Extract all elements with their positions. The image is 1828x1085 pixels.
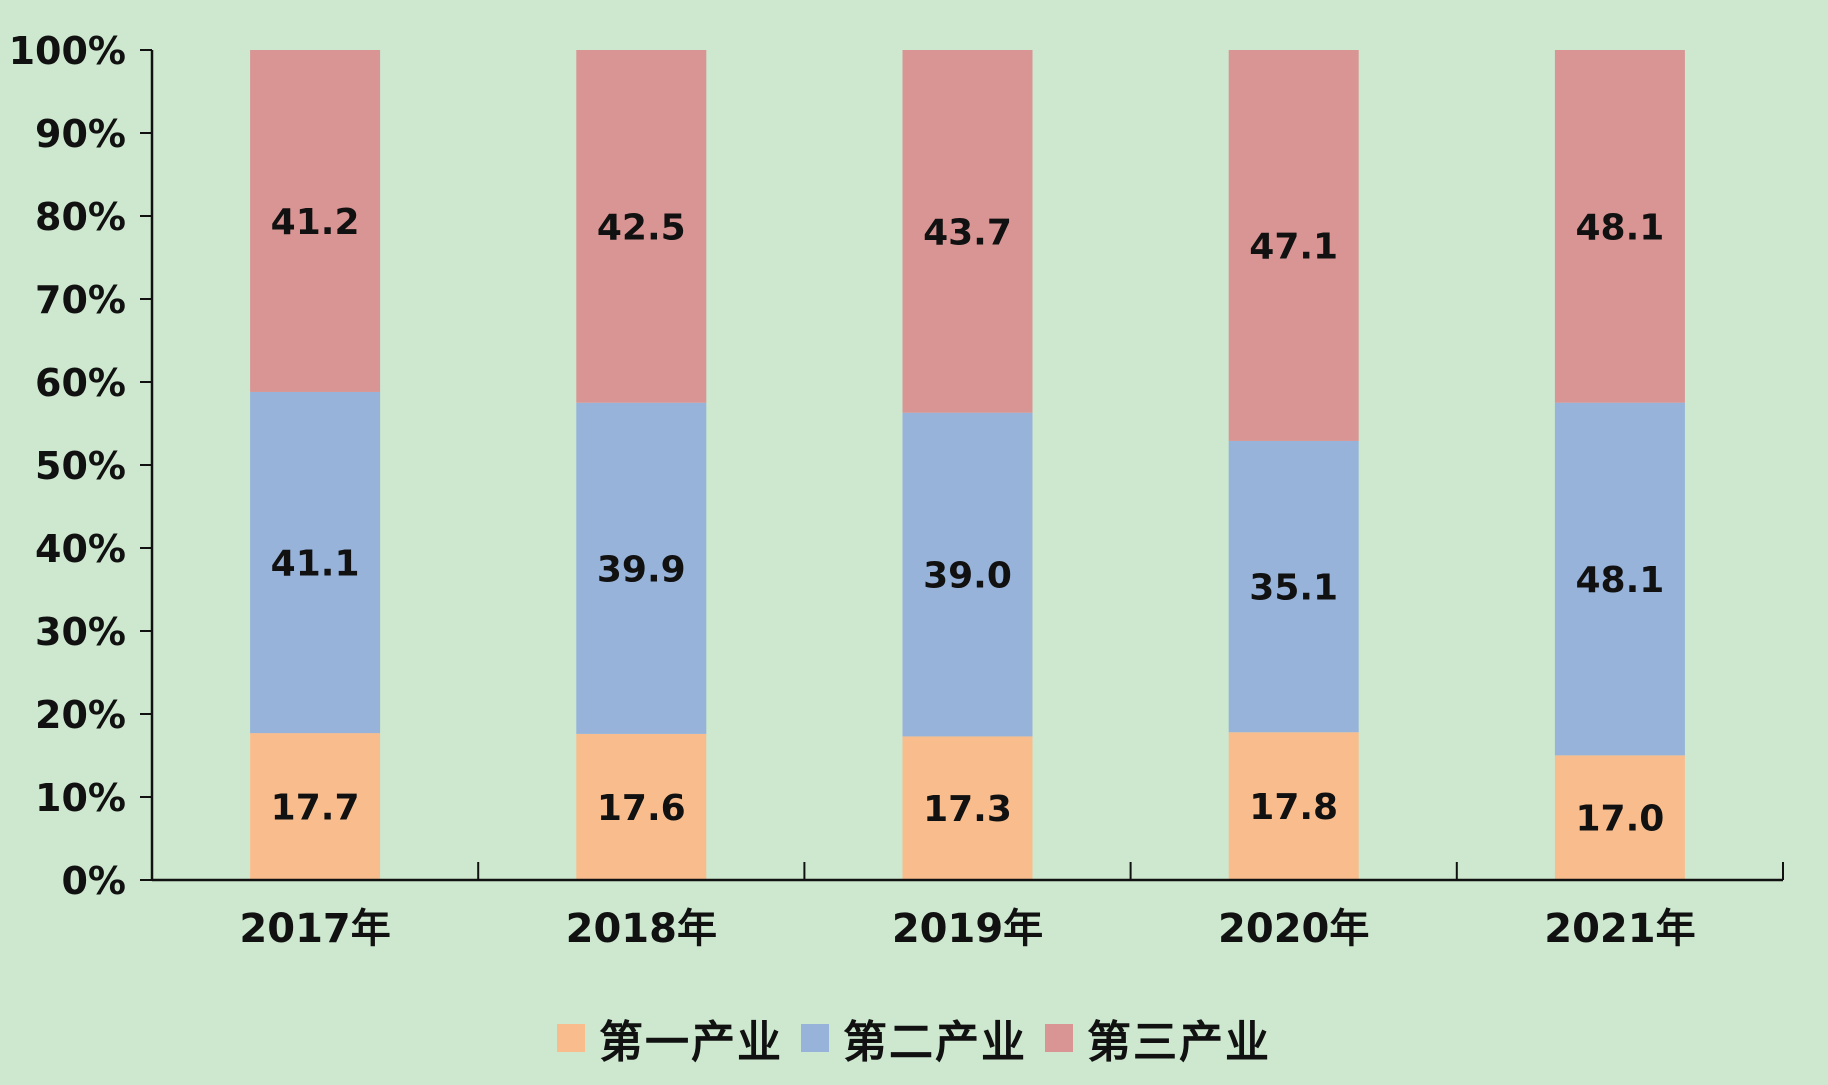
- bar-segment-1: [250, 733, 381, 880]
- legend-swatch-primary: [557, 1024, 585, 1052]
- data-label: 39.0: [923, 556, 1012, 597]
- legend-swatch-tertiary: [1045, 1024, 1073, 1052]
- data-label: 43.7: [923, 212, 1012, 253]
- x-tick-label: 2021年: [1544, 906, 1695, 952]
- bar-segment-3: [1228, 50, 1359, 441]
- chart-plot: 0% 10% 20% 30% 40% 50% 60% 70% 80% 90% 100% 17.7 41.…: [9, 29, 1784, 952]
- legend-item-secondary: 第二产业: [801, 1006, 1027, 1070]
- y-tick-label: 100%: [9, 29, 126, 73]
- legend-label-primary: 第一产业: [599, 1017, 783, 1068]
- x-tick-label: 2017年: [239, 906, 390, 952]
- data-label: 17.8: [1249, 787, 1338, 828]
- bar-segment-3: [250, 50, 381, 392]
- bar-segment-3: [576, 50, 707, 403]
- bar-segment-3: [902, 50, 1033, 413]
- data-label: 35.1: [1249, 568, 1338, 609]
- data-label: 17.3: [923, 789, 1012, 830]
- data-label: 47.1: [1249, 226, 1338, 267]
- bar-segment-2: [250, 391, 381, 734]
- bar-segment-2: [902, 412, 1033, 737]
- data-label: 17.0: [1575, 799, 1664, 840]
- y-tick-label: 90%: [35, 112, 126, 156]
- data-label: 17.6: [597, 788, 686, 829]
- y-tick-label: 30%: [35, 610, 126, 654]
- y-tick-label: 0%: [61, 859, 126, 903]
- data-label: 42.5: [597, 207, 686, 248]
- legend-item-primary: 第一产业: [557, 1006, 783, 1070]
- x-tick-label: 2019年: [892, 906, 1043, 952]
- legend-swatch-secondary: [801, 1024, 829, 1052]
- y-tick-label: 20%: [35, 693, 126, 737]
- y-tick-label: 70%: [35, 278, 126, 322]
- data-label: 48.1: [1575, 560, 1664, 601]
- bar-segment-1: [576, 733, 707, 880]
- bar-segment-1: [902, 736, 1033, 880]
- y-tick-label: 60%: [35, 361, 126, 405]
- bar-segment-2: [1554, 402, 1685, 756]
- legend-label-secondary: 第二产业: [843, 1017, 1027, 1068]
- data-label: 48.1: [1575, 207, 1664, 248]
- y-tick-label: 50%: [35, 444, 126, 488]
- bar-segment-1: [1228, 732, 1359, 880]
- legend-label-tertiary: 第三产业: [1087, 1017, 1271, 1068]
- data-label: 17.7: [271, 788, 360, 829]
- chart-legend: 第一产业 第二产业 第三产业: [0, 1006, 1828, 1070]
- legend-item-tertiary: 第三产业: [1045, 1006, 1271, 1070]
- bar-segment-1: [1554, 755, 1685, 880]
- bar-segment-2: [1228, 440, 1359, 733]
- y-tick-label: 40%: [35, 527, 126, 571]
- data-label: 41.2: [271, 202, 360, 243]
- data-label: 39.9: [597, 549, 686, 590]
- data-label: 41.1: [271, 544, 360, 585]
- x-tick-label: 2020年: [1218, 906, 1369, 952]
- x-tick-label: 2018年: [566, 906, 717, 952]
- y-tick-label: 10%: [35, 776, 126, 820]
- bar-segment-3: [1554, 50, 1685, 403]
- y-tick-label: 80%: [35, 195, 126, 239]
- bar-segment-2: [576, 402, 707, 734]
